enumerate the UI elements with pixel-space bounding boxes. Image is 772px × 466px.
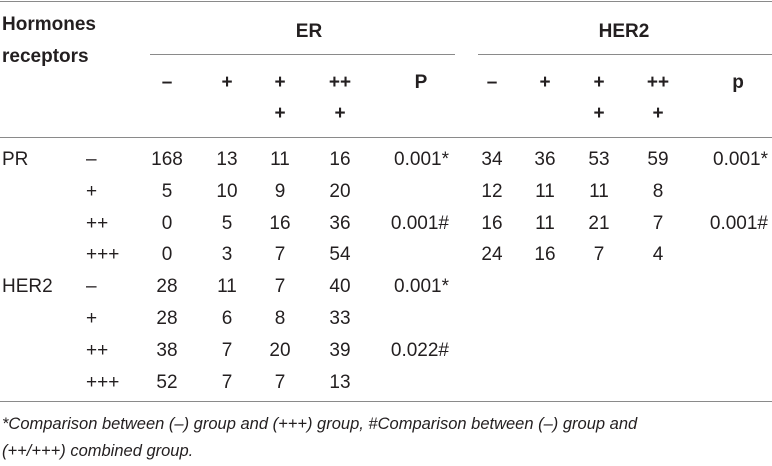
her2-cell: 21	[588, 212, 610, 234]
er-subheader-rule	[150, 54, 455, 55]
footnote-line-2: (++/+++) combined group.	[2, 442, 194, 460]
er-cell: 28	[156, 308, 178, 329]
header-bottom-rule	[0, 137, 772, 138]
group-header-her2: HER2	[598, 21, 650, 42]
er-cell: 6	[221, 308, 233, 329]
row-header-line1: Hormones	[2, 14, 96, 35]
er-p-value: 0.001*	[394, 149, 449, 170]
er-cell: 54	[329, 244, 351, 266]
row-level-label: +	[86, 308, 98, 329]
her2-p-value: 0.001#	[709, 212, 768, 234]
er-cell: 10	[216, 180, 238, 202]
er-cell: 7	[274, 371, 286, 393]
er-cell: 3	[221, 244, 233, 266]
table-bottom-rule	[0, 401, 772, 402]
row-level-label: +++	[86, 371, 120, 393]
her2-col-header-4-line-0: p	[732, 72, 744, 93]
row-level-label: +	[86, 180, 98, 202]
her2-cell: 36	[534, 149, 556, 170]
er-cell: 40	[329, 276, 351, 298]
row-level-label: –	[86, 149, 97, 170]
er-cell: 16	[329, 149, 351, 170]
her2-col-header-2-line-1: +	[593, 103, 605, 124]
her2-cell: 16	[481, 212, 503, 234]
er-cell: 168	[151, 149, 183, 170]
er-cell: 8	[274, 308, 286, 329]
top-rule	[0, 1, 772, 2]
her2-col-header-2-line-0: +	[593, 72, 605, 93]
er-cell: 5	[221, 212, 233, 234]
her2-cell: 12	[481, 180, 503, 202]
er-cell: 16	[269, 212, 291, 234]
er-cell: 38	[156, 339, 178, 361]
er-cell: 7	[221, 339, 233, 361]
er-p-value: 0.001#	[390, 212, 449, 234]
er-cell: 36	[329, 212, 351, 234]
er-cell: 28	[156, 276, 178, 298]
her2-cell: 7	[652, 212, 664, 234]
her2-subheader-rule	[478, 54, 772, 55]
er-cell: 13	[216, 149, 238, 170]
er-p-value: 0.022#	[390, 339, 449, 361]
er-cell: 11	[217, 276, 237, 298]
row-level-label: ++	[86, 339, 109, 361]
row-group-label: HER2	[2, 276, 53, 298]
er-cell: 0	[161, 212, 173, 234]
footnote-line-1: *Comparison between (–) group and (+++) …	[2, 415, 638, 433]
her2-cell: 34	[481, 149, 503, 170]
er-col-header-2-line-1: +	[274, 103, 286, 124]
group-header-er: ER	[295, 21, 323, 42]
er-col-header-2-line-0: +	[274, 72, 286, 93]
er-col-header-1-line-0: +	[221, 72, 233, 93]
er-cell: 11	[270, 149, 290, 170]
her2-col-header-3-line-0: ++	[646, 72, 670, 93]
er-cell: 20	[269, 339, 291, 361]
er-cell: 0	[161, 244, 173, 266]
row-group-label: PR	[2, 149, 29, 170]
er-cell: 7	[274, 276, 286, 298]
her2-cell: 59	[647, 149, 669, 170]
row-level-label: +++	[86, 244, 120, 266]
er-cell: 39	[329, 339, 351, 361]
er-cell: 33	[329, 308, 351, 329]
er-col-header-4-line-0: P	[414, 72, 428, 93]
her2-cell: 11	[535, 212, 555, 234]
er-col-header-3-line-0: ++	[328, 72, 352, 93]
her2-cell: 7	[593, 244, 605, 266]
row-header-line2: receptors	[2, 46, 89, 67]
her2-p-value: 0.001*	[713, 149, 768, 170]
her2-cell: 24	[481, 244, 503, 266]
her2-cell: 11	[535, 180, 555, 202]
her2-cell: 8	[652, 180, 664, 202]
her2-cell: 53	[588, 149, 610, 170]
er-cell: 52	[156, 371, 178, 393]
her2-cell: 4	[652, 244, 664, 266]
er-cell: 13	[329, 371, 351, 393]
her2-col-header-1-line-0: +	[539, 72, 551, 93]
er-cell: 7	[274, 244, 286, 266]
row-level-label: –	[86, 276, 97, 298]
her2-cell: 16	[534, 244, 556, 266]
her2-cell: 11	[589, 180, 609, 202]
er-col-header-3-line-1: +	[334, 103, 346, 124]
er-col-header-0-line-0: –	[161, 72, 173, 93]
er-p-value: 0.001*	[394, 276, 449, 298]
row-level-label: ++	[86, 212, 109, 234]
er-cell: 20	[329, 180, 351, 202]
her2-col-header-0-line-0: –	[486, 72, 498, 93]
er-cell: 7	[221, 371, 233, 393]
her2-col-header-3-line-1: +	[652, 103, 664, 124]
er-cell: 9	[274, 180, 286, 202]
er-cell: 5	[161, 180, 173, 202]
